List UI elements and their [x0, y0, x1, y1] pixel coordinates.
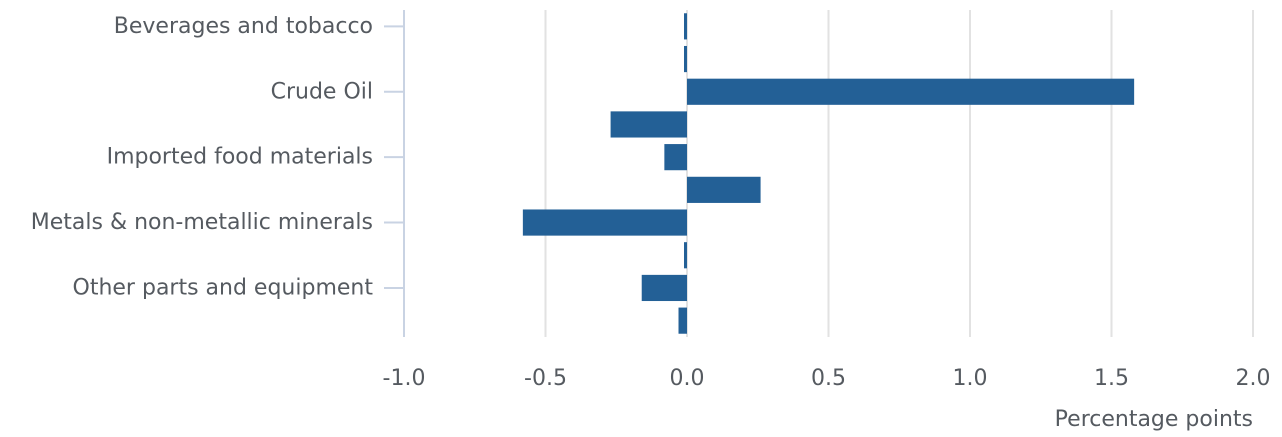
category-label: Crude Oil — [271, 79, 373, 104]
x-axis-title: Percentage points — [1055, 407, 1253, 432]
category-label: Other parts and equipment — [73, 275, 374, 300]
bar — [678, 307, 687, 334]
bar — [641, 274, 687, 302]
x-tick-label: 2.0 — [1236, 366, 1271, 391]
bar — [610, 111, 687, 138]
x-tick-label: -1.0 — [383, 366, 426, 391]
x-tick-label: 0.5 — [811, 366, 846, 391]
category-label: Metals & non-metallic minerals — [31, 210, 373, 235]
bar — [687, 176, 761, 203]
bar — [684, 242, 687, 269]
x-tick-label: 0.0 — [670, 366, 705, 391]
x-tick-label: -0.5 — [524, 366, 567, 391]
bar — [684, 45, 687, 73]
category-label: Beverages and tobacco — [114, 14, 373, 39]
bar — [684, 13, 687, 40]
bar — [664, 144, 687, 171]
category-label: Imported food materials — [107, 145, 373, 170]
x-tick-label: 1.0 — [953, 366, 988, 391]
bar — [522, 209, 687, 236]
category-labels: Beverages and tobacco Crude Oil Imported f… — [31, 14, 374, 301]
y-axis — [384, 10, 405, 337]
x-tick-label: 1.5 — [1094, 366, 1129, 391]
bar — [687, 78, 1135, 105]
bars — [522, 13, 1135, 334]
x-tick-labels: -1.0 -0.5 0.0 0.5 1.0 1.5 2.0 — [383, 366, 1271, 391]
